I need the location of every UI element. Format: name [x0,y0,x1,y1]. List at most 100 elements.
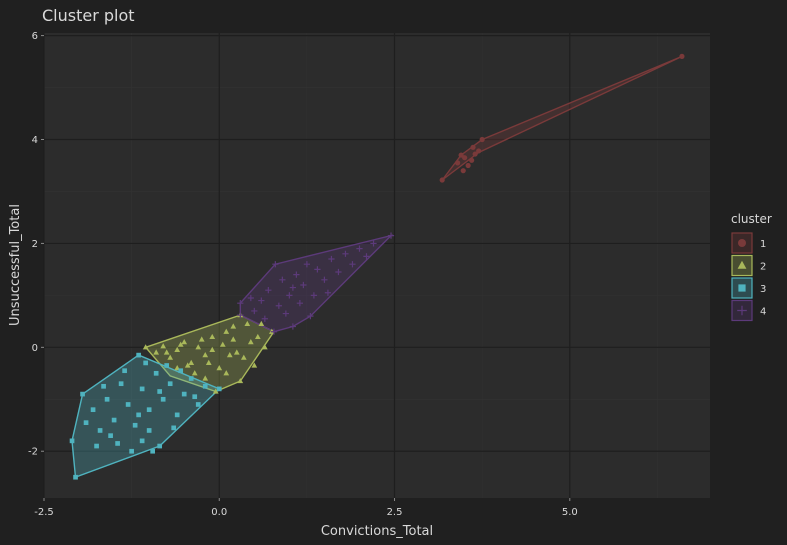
cluster-3-point [171,425,177,431]
cluster-2-point [174,346,181,353]
cluster-3-point [94,443,99,449]
x-tick-label: 2.5 [387,507,403,518]
y-tick-label: 2 [32,239,38,250]
cluster-4-point [324,289,332,296]
cluster-4-point [310,292,318,299]
cluster-4-point [265,287,272,294]
cluster-2-point [261,344,268,350]
cluster-3-point [164,363,170,368]
cluster-2-point [167,354,174,360]
cluster-4-point [272,261,279,268]
cluster-2-point [195,344,202,350]
legend-title: cluster [731,212,772,226]
cluster-1-point [470,144,476,150]
cluster-1-point [465,162,471,169]
cluster-2-point [216,364,223,371]
cluster-2-point [184,362,191,368]
cluster-2-point [177,341,184,347]
legend-label-2: 2 [760,262,766,273]
x-tick-label: 0.0 [211,507,227,518]
cluster-1-point [462,155,468,161]
cluster-3-point [108,433,113,438]
cluster-4-point [303,261,311,268]
cluster-4-point [279,276,286,283]
cluster-2-point [153,349,160,355]
x-axis-label: Convictions_Total [321,524,433,539]
cluster-3-point [188,376,194,381]
cluster-4-point [314,266,321,273]
cluster-4-point [387,232,395,239]
cluster-3-point [83,420,89,426]
cluster-2-point [226,352,233,358]
cluster-2-point [181,339,188,345]
cluster-2-point [198,336,205,342]
cluster-3-point [195,402,201,407]
cluster-3-point [160,396,166,402]
cluster-2-point [251,362,258,368]
legend-label-4: 4 [760,307,766,318]
cluster-3-point [167,381,173,387]
x-tick-label: -2.5 [34,507,54,518]
cluster-3-point [181,391,187,397]
cluster-1-point [460,168,466,174]
cluster-2-point [202,352,209,358]
cluster-4-point [289,284,296,291]
cluster-3-point [139,386,145,392]
cluster-2-point [230,336,237,342]
y-tick-label: 0 [32,343,38,354]
cluster-3-point [73,474,78,480]
cluster-4-point [258,297,265,304]
cluster-2-point [247,339,254,345]
cluster-4-point [289,323,296,330]
cluster-4-point [293,271,300,278]
legend-marker-2 [737,260,747,269]
cluster-2-point [209,346,216,353]
cluster-3-point [192,394,198,400]
cluster-3-point [157,443,163,449]
cluster-1-point [472,151,478,157]
cluster-1-hull [441,55,683,181]
cluster-2-point [209,333,216,340]
cluster-3-point [80,391,85,397]
cluster-4-point [261,315,268,322]
cluster-2-point [233,349,240,355]
x-tick-label: 5.0 [562,507,578,518]
cluster-3-point [118,381,124,387]
cluster-2-point [230,323,237,329]
plot-panel [44,33,710,498]
cluster-1-point [479,136,485,143]
cluster-4-point [363,253,370,260]
cluster-2-point [212,388,219,394]
cluster-2-point [223,328,230,334]
cluster-3-point [97,428,103,433]
cluster-2-point [244,320,251,327]
cluster-3-point [104,396,110,402]
cluster-2-point [191,370,198,376]
cluster-4-point [300,281,307,289]
cluster-2-point [205,359,212,365]
cluster-1-point [476,148,482,154]
cluster-3-point [69,438,75,444]
cluster-4-point [328,255,335,263]
cluster-2-point [223,370,230,376]
legend-label-1: 1 [760,239,766,250]
cluster-4-point [307,313,314,320]
cluster-3-point [136,352,141,358]
cluster-3-point [202,383,208,389]
legend-marker-4 [737,305,747,316]
y-tick-label: -2 [28,447,38,458]
cluster-3-point [122,368,127,374]
cluster-4-point [282,310,289,317]
cluster-4-point [349,261,356,268]
cluster-3-point [146,428,152,433]
cluster-4-hull [239,234,394,333]
cluster-3-point [174,412,180,418]
cluster-4-point [251,307,258,315]
cluster-3-point [143,360,148,366]
legend-marker-1 [738,239,746,247]
cluster-1-point [439,177,445,183]
cluster-2-point [240,354,247,360]
cluster-3-point [136,412,141,418]
cluster-3-point [115,441,120,446]
